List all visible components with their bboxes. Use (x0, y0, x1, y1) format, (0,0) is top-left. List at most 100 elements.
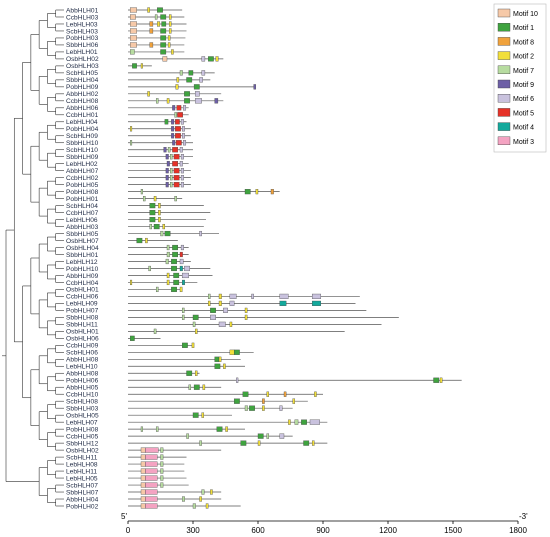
motif-box-motif-9 (165, 154, 169, 160)
legend-label: Motif 4 (513, 125, 534, 132)
gene-track (128, 154, 193, 160)
motif-box-motif-2 (311, 440, 315, 446)
motif-box-motif-10 (129, 14, 136, 20)
gene-label: CcbHLH01 (66, 112, 99, 119)
motif-box-motif-1 (186, 77, 193, 83)
gene-track (128, 489, 222, 495)
motif-box-motif-2 (292, 398, 296, 404)
gene-label: SbbHLH07 (66, 489, 99, 496)
motif-box-motif-10 (140, 468, 146, 474)
motif-box-motif-9 (165, 175, 169, 181)
gene-track (128, 237, 178, 244)
motif-box-motif-6 (180, 244, 184, 251)
motif-box-motif-2 (168, 21, 172, 27)
gene-label: LebHLH06 (66, 217, 98, 224)
gene-label: OsbHLH01 (66, 287, 99, 294)
motif-box-motif-7 (207, 293, 211, 299)
gene-label: ScbHLH04 (66, 203, 98, 210)
legend-label: Motif 2 (513, 54, 534, 61)
motif-box-motif-4 (179, 265, 183, 272)
motif-box-motif-6 (183, 140, 187, 146)
motif-box-motif-2 (140, 63, 143, 69)
gene-track (128, 63, 152, 69)
motif-box-motif-1 (181, 342, 188, 348)
motif-box-motif-2 (255, 189, 259, 195)
gene-track (128, 161, 189, 167)
gene-track (128, 56, 224, 62)
motif-box-motif-5 (173, 175, 180, 181)
motif-box-motif-1 (301, 419, 307, 425)
gene-label: SbbHLH04 (66, 77, 99, 84)
motif-box-motif-1 (173, 272, 180, 279)
legend-label: Motif 9 (513, 82, 534, 89)
gene-track (128, 454, 187, 460)
motif-box-motif-1 (160, 28, 167, 34)
gene-label: CcbHLH04 (66, 280, 99, 287)
motif-box-motif-2 (129, 126, 133, 132)
gene-label: PobHLH05 (66, 182, 99, 189)
motif-box-motif-2 (166, 98, 170, 104)
motif-box-motif-7 (160, 461, 164, 467)
motif-box-motif-6 (194, 98, 202, 104)
legend-swatch (497, 108, 511, 117)
gene-label: AbbHLH02 (66, 91, 99, 98)
motif-box-motif-7 (170, 168, 173, 174)
motif-box-motif-2 (218, 356, 222, 362)
gene-label: LebHLH05 (66, 475, 98, 482)
motif-box-motif-6 (180, 119, 184, 125)
motif-box-motif-5 (179, 251, 183, 258)
motif-box-motif-10 (129, 42, 137, 48)
gene-label: PobHLH04 (66, 126, 99, 133)
gene-label: OsbHLH01 (66, 329, 99, 336)
motif-box-motif-2 (225, 426, 228, 432)
motif-box-motif-1 (153, 223, 160, 230)
gene-track (128, 49, 185, 55)
legend-label: Motif 7 (513, 68, 534, 75)
motif-box-motif-1 (303, 440, 310, 446)
gene-label: CcbHLH03 (66, 14, 99, 21)
gene-track (128, 384, 222, 390)
motif-box-motif-6 (183, 105, 187, 111)
motif-box-motif-2 (210, 489, 213, 495)
motif-box-motif-7 (165, 258, 169, 265)
motif-box-motif-6 (309, 419, 320, 425)
motif-box-motif-1 (136, 237, 143, 244)
gene-label: LebHLH04 (66, 119, 98, 126)
motif-box-motif-3 (145, 454, 158, 460)
motif-box-motif-2 (145, 237, 148, 244)
motif-box-motif-1 (164, 230, 171, 237)
gene-track (128, 321, 382, 327)
gene-track (128, 230, 219, 237)
motif-box-motif-2 (229, 349, 235, 355)
motif-box-motif-1 (129, 335, 135, 341)
gene-track (128, 279, 198, 286)
gene-track (128, 426, 245, 432)
motif-box-motif-2 (439, 377, 443, 383)
gene-track (128, 482, 189, 488)
gene-label: AbbHLH03 (66, 224, 99, 231)
motif-box-motif-2 (218, 293, 222, 299)
motif-box-motif-2 (176, 77, 180, 83)
motif-box-motif-2 (191, 342, 195, 348)
gene-label: LebHLH07 (66, 419, 98, 426)
motif-box-motif-1 (210, 307, 216, 313)
phylogenetic-tree (2, 9, 64, 507)
gene-label: AbbHLH06 (66, 105, 99, 112)
motif-box-motif-5 (173, 182, 180, 188)
motif-box-motif-1 (149, 203, 156, 209)
motif-box-motif-10 (140, 482, 146, 488)
gene-label: LebHLH12 (66, 259, 98, 266)
motif-box-motif-1 (192, 412, 199, 418)
gene-label: ScbHLH08 (66, 399, 98, 406)
motif-box-motif-6 (179, 161, 183, 167)
motif-box-motif-2 (168, 14, 172, 20)
motif-box-motif-7 (148, 265, 151, 272)
gene-track (128, 419, 328, 425)
motif-box-motif-2 (199, 496, 202, 502)
gene-track (128, 203, 204, 209)
motif-box-motif-6 (223, 307, 228, 313)
gene-label: SbbHLH12 (66, 440, 99, 447)
motif-box-motif-6 (311, 293, 322, 299)
motif-box-motif-6 (181, 272, 189, 279)
gene-track (128, 223, 204, 230)
